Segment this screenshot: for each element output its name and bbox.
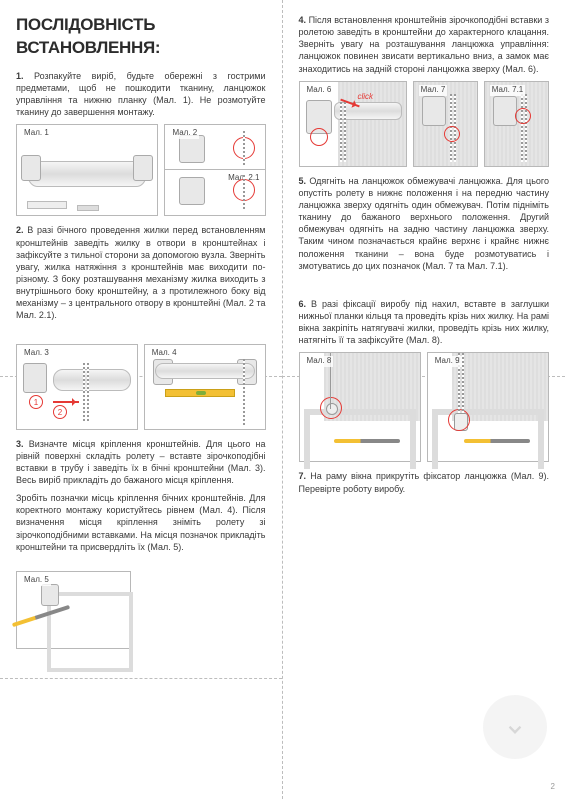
figure-8-caption: Мал. 8 <box>305 356 334 367</box>
step-text-2: В разі бічного проведення жилки перед вс… <box>16 225 266 320</box>
figure-4: Мал. 4 <box>144 344 266 430</box>
step-num-3: 3. <box>16 439 24 449</box>
step-text-6: В разі фіксації виробу під нахил, вставт… <box>299 299 550 345</box>
page-title: ПОСЛІДОВНІСТЬ ВСТАНОВЛЕННЯ: <box>16 14 266 60</box>
page-number: 2 <box>551 782 555 793</box>
figure-7-caption: Мал. 7 <box>419 85 448 96</box>
figure-7: Мал. 7 <box>413 81 478 167</box>
para-4: 4. Після встановлення кронштейнів зірочк… <box>299 14 550 75</box>
para-7: 7. На раму вікна прикрутіть фіксатор лан… <box>299 470 550 494</box>
figure-9: Мал. 9 <box>427 352 549 462</box>
para-1: 1. Розпакуйте виріб, будьте обережні з г… <box>16 70 266 119</box>
figure-5: Мал. 5 <box>16 571 131 649</box>
para-5: 5. Одягніть на ланцюжок обмежувачі ланцю… <box>299 175 550 272</box>
figure-1: Мал. 1 <box>16 124 158 216</box>
step-num-1: 1. <box>16 71 24 81</box>
figure-2-caption: Мал. 2 <box>170 128 199 139</box>
step-num-2: 2. <box>16 225 24 235</box>
watermark-icon <box>483 695 547 759</box>
figure-71-caption: Мал. 7.1 <box>490 85 525 96</box>
step-text-5: Одягніть на ланцюжок обмежувачі ланцюжка… <box>299 176 550 271</box>
step-text-4: Після встановлення кронштейнів зірочкопо… <box>299 15 550 74</box>
figure-71: Мал. 7.1 <box>484 81 549 167</box>
step-text-7: На раму вікна прикрутіть фіксатор ланцюж… <box>299 471 550 493</box>
figure-5-caption: Мал. 5 <box>22 575 51 586</box>
step-num-6: 6. <box>299 299 307 309</box>
figure-3-caption: Мал. 3 <box>22 348 51 359</box>
figure-6-caption: Мал. 6 <box>305 85 334 96</box>
click-label: click <box>358 92 374 103</box>
figure-9-caption: Мал. 9 <box>433 356 462 367</box>
para-3a: 3. Визначте місця кріплення кронштейнів.… <box>16 438 266 487</box>
para-3b: Зробіть позначки місць кріплення бічних … <box>16 492 266 553</box>
figure-8: Мал. 8 <box>299 352 421 462</box>
figure-1-caption: Мал. 1 <box>22 128 51 139</box>
figure-4-caption: Мал. 4 <box>150 348 179 359</box>
step-text-1: Розпакуйте виріб, будьте обережні з гост… <box>16 71 266 117</box>
figure-6: Мал. 6 click <box>299 81 407 167</box>
para-2: 2. В разі бічного проведення жилки перед… <box>16 224 266 321</box>
figure-3: Мал. 3 2 1 <box>16 344 138 430</box>
step-num-7: 7. <box>299 471 307 481</box>
step-text-3a: Визначте місця кріплення кронштейнів. Дл… <box>16 439 266 485</box>
figure-2: Мал. 2 Мал. 2.1 <box>164 124 265 216</box>
step-num-5: 5. <box>299 176 307 186</box>
para-6: 6. В разі фіксації виробу під нахил, вст… <box>299 298 550 347</box>
step-num-4: 4. <box>299 15 307 25</box>
step-text-3b: Зробіть позначки місць кріплення бічних … <box>16 493 266 552</box>
